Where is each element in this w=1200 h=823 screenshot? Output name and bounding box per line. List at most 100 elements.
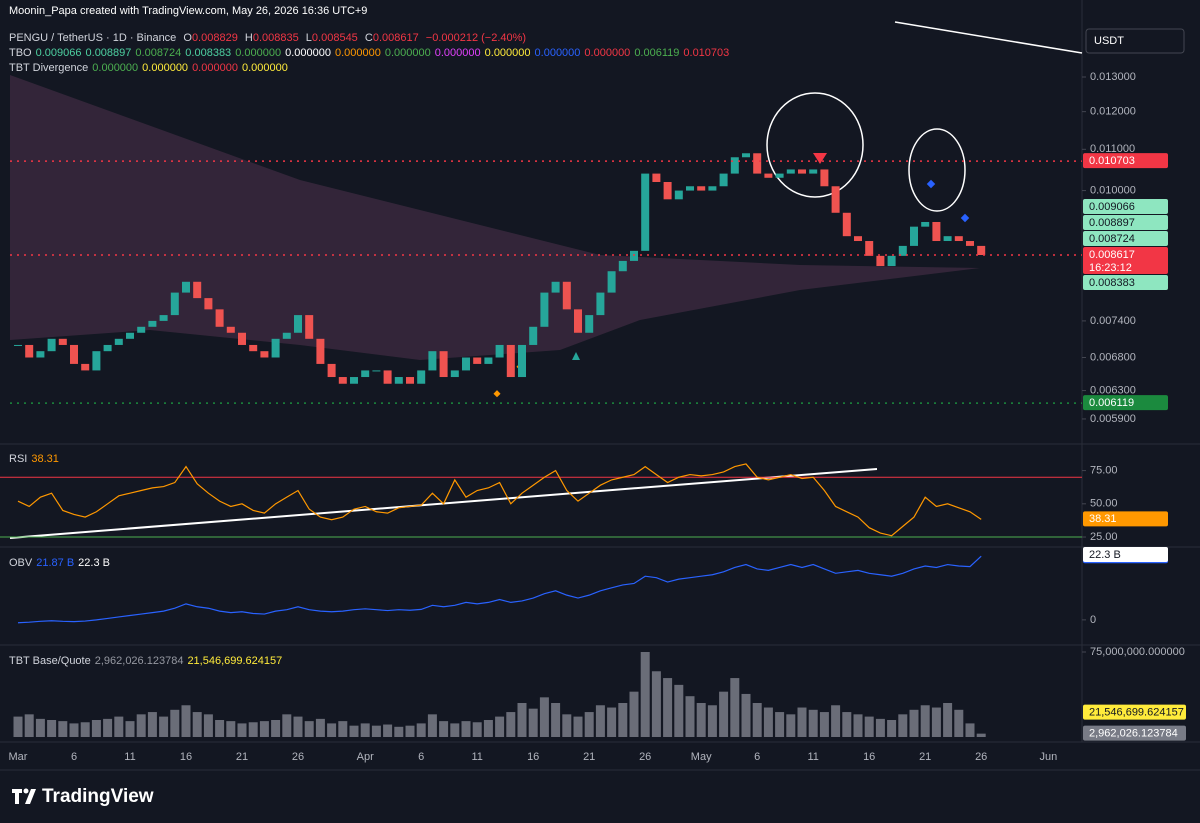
candle <box>630 250 638 261</box>
volume-bar <box>338 721 348 737</box>
vol-title: TBT Base/Quote <box>9 655 91 667</box>
volume-bar <box>909 709 919 737</box>
vol-ma-value: 21,546,699.624157 <box>187 655 283 667</box>
volume-bar <box>763 707 773 737</box>
candle <box>282 332 291 339</box>
volume-bar <box>315 718 325 737</box>
x-tick-label: 26 <box>975 751 987 763</box>
candle <box>316 338 325 364</box>
candle <box>742 153 750 158</box>
candle <box>305 315 314 339</box>
candle <box>921 221 930 227</box>
volume-bar <box>170 709 180 737</box>
volume-bar <box>640 652 650 737</box>
volume-bar <box>730 678 740 737</box>
rsi-value: 38.31 <box>31 453 59 465</box>
symbol: PENGU / TetherUS · 1D · Binance <box>9 32 177 44</box>
volume-bar <box>685 696 695 737</box>
price-tag-label: 0.008724 <box>1089 233 1135 245</box>
x-tick-label: 6 <box>418 751 424 763</box>
candle <box>249 344 258 352</box>
volume-bar <box>383 724 393 737</box>
volume-bar <box>786 714 796 737</box>
volume-bar <box>91 720 101 737</box>
candle <box>36 351 45 358</box>
candle <box>338 377 347 384</box>
volume-bar <box>663 678 673 737</box>
price-tag <box>1083 153 1168 169</box>
x-tick-label: Jun <box>1040 751 1058 763</box>
volume-bar <box>875 718 885 737</box>
volume-bar <box>226 721 236 737</box>
x-tick-label: May <box>691 751 712 763</box>
volume-bar <box>887 720 897 737</box>
volume-bar <box>461 721 471 737</box>
candle <box>943 236 952 242</box>
obv-header: OBV 21.87 B 22.3 B <box>9 557 114 569</box>
candle <box>663 181 672 200</box>
volume-bar <box>965 723 975 737</box>
volume-bar <box>192 712 202 737</box>
price-tag <box>1083 704 1186 720</box>
candle <box>170 292 179 316</box>
x-tick-label: 21 <box>236 751 248 763</box>
y-tick-label: 0.005900 <box>1090 413 1136 425</box>
tbo-row: TBO 0.009066 0.008897 0.008724 0.008383 0.000… <box>9 47 733 59</box>
candle <box>809 169 818 174</box>
candle <box>271 338 280 358</box>
currency-box[interactable] <box>1085 28 1185 54</box>
y-tick-label: 75.00 <box>1090 464 1118 476</box>
volume-bar <box>439 721 449 737</box>
candle <box>518 344 526 378</box>
volume-bar <box>797 707 807 737</box>
y-tick-label: 25.00 <box>1090 531 1118 543</box>
tbo-value: 0.008724 <box>135 47 182 59</box>
candle <box>842 212 851 237</box>
x-tick-label: 6 <box>71 751 77 763</box>
candle <box>226 326 235 333</box>
candle <box>551 281 560 293</box>
ohlc-value: 0.008545 <box>311 32 358 44</box>
y-tick-label: 0.007400 <box>1090 315 1136 327</box>
price-tag <box>1083 511 1168 527</box>
volume-bar <box>237 723 247 737</box>
candle <box>798 169 806 174</box>
candle <box>775 173 784 178</box>
x-tick-label: 16 <box>527 751 539 763</box>
candle <box>260 351 269 358</box>
candle <box>585 315 594 333</box>
volume-bar <box>271 720 281 737</box>
volume-bar <box>35 718 45 737</box>
volume-bar <box>181 705 191 737</box>
obv-title: OBV <box>9 557 33 569</box>
price-tag-label: 0.008897 <box>1089 217 1135 229</box>
tbt-value: 0.000000 <box>192 62 238 74</box>
tbo-value: 0.000000 <box>534 47 581 59</box>
candle <box>103 344 112 352</box>
y-tick-label: 0.006800 <box>1090 351 1136 363</box>
volume-bar <box>943 703 953 737</box>
candle <box>708 186 717 191</box>
x-tick-label: 11 <box>471 751 482 763</box>
countdown: 16:23:12 <box>1089 262 1132 274</box>
ohlc-key: L <box>305 32 312 44</box>
x-tick-label: 26 <box>639 751 651 763</box>
volume-bar <box>450 723 460 737</box>
candle <box>932 221 941 242</box>
price-tag-label: 0.010703 <box>1089 155 1135 167</box>
candle <box>887 255 896 267</box>
candle <box>58 338 67 345</box>
tbo-value: 0.006119 <box>634 47 680 59</box>
candle <box>876 255 885 267</box>
candle <box>137 326 146 333</box>
candle <box>148 320 157 327</box>
volume-bar <box>931 707 941 737</box>
volume-bar <box>831 705 841 737</box>
x-tick-label: 26 <box>292 751 304 763</box>
candle <box>70 344 78 364</box>
candle <box>529 326 538 345</box>
x-tick-label: 21 <box>919 751 931 763</box>
volume-bar <box>562 714 572 737</box>
candle <box>350 377 358 384</box>
